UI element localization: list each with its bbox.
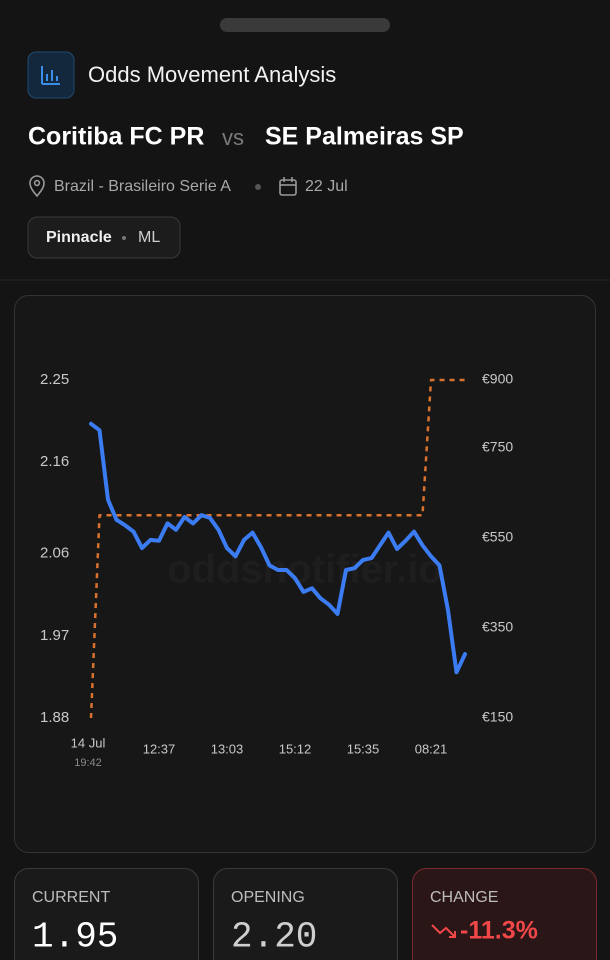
home-team: Coritiba FC PR: [28, 123, 204, 151]
y2-tick-label: €750: [482, 438, 513, 454]
stat-value: 1.95: [32, 917, 118, 958]
y-tick-label: 1.88: [40, 709, 69, 726]
versus: vs: [222, 125, 244, 150]
pill-dot: [122, 236, 126, 240]
stat-label: CHANGE: [430, 889, 498, 906]
away-team: SE Palmeiras SP: [265, 123, 464, 151]
market-pill[interactable]: [27, 216, 181, 259]
x-tick-label: 15:12: [279, 741, 312, 756]
bookmaker: Pinnacle: [46, 229, 112, 246]
chart-icon: [41, 66, 60, 85]
y-tick-label: 2.16: [40, 453, 69, 470]
stat-label: OPENING: [231, 889, 305, 906]
location-icon: [29, 175, 45, 198]
league: Brazil - Brasileiro Serie A: [54, 178, 231, 195]
stat-value: 2.20: [231, 917, 317, 958]
x-tick-label: 12:37: [143, 741, 176, 756]
x-tick-label: 13:03: [211, 741, 244, 756]
y-tick-label: 2.06: [40, 545, 69, 562]
stats-row: CURRENT 1.95 OPENING 2.20 CHANGE -11.3%: [14, 868, 597, 960]
stat-card: [213, 868, 398, 960]
y2-tick-label: €550: [482, 528, 513, 544]
volume-line: [89, 378, 465, 719]
y2-tick-label: €150: [482, 709, 513, 725]
odds-line: [89, 421, 467, 675]
x-tick-label: 14 Jul: [71, 735, 106, 750]
drag-handle[interactable]: [220, 18, 390, 32]
x-tick-sublabel: 19:42: [74, 757, 102, 769]
chart-card: [14, 295, 596, 853]
stat-card: [412, 868, 597, 960]
separator-dot: [255, 184, 261, 190]
stat-value: -11.3%: [460, 917, 538, 945]
stat-card: [14, 868, 199, 960]
x-tick-label: 15:35: [347, 741, 380, 756]
calendar-icon: [279, 177, 297, 196]
match-date: 22 Jul: [305, 178, 348, 195]
x-tick-label: 08:21: [415, 741, 448, 756]
watermark: oddsnotifier.io: [167, 548, 443, 592]
y-tick-label: 1.97: [40, 627, 69, 644]
stat-label: CURRENT: [32, 889, 110, 906]
y-tick-label: 2.25: [40, 371, 69, 388]
y2-tick-label: €900: [482, 371, 513, 387]
y2-tick-label: €350: [482, 619, 513, 635]
trend-down-icon: [431, 924, 456, 938]
market: ML: [138, 229, 160, 246]
page-title: Odds Movement Analysis: [88, 62, 336, 87]
